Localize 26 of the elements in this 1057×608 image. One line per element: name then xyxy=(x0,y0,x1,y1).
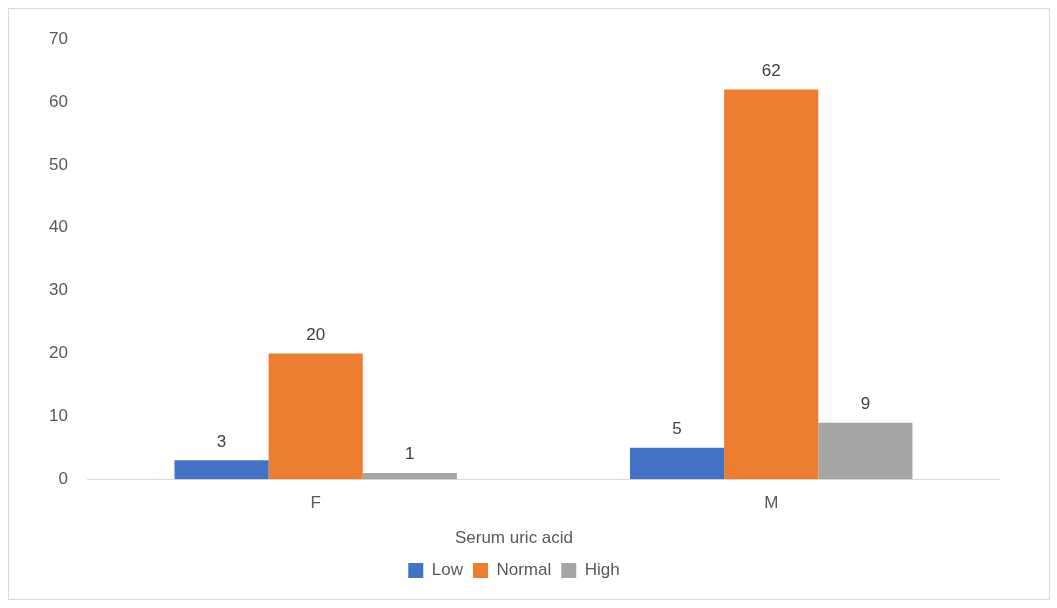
data-label: 1 xyxy=(405,444,415,464)
y-tick-label: 0 xyxy=(58,468,68,488)
data-label: 20 xyxy=(306,324,326,344)
y-tick-label: 40 xyxy=(48,217,68,237)
y-tick-label: 20 xyxy=(48,343,68,363)
bar xyxy=(268,353,363,480)
legend-label: Low xyxy=(431,560,464,580)
bar xyxy=(362,472,457,480)
y-tick-label: 60 xyxy=(48,91,68,111)
y-tick-label: 30 xyxy=(48,280,68,300)
bar xyxy=(724,89,819,480)
bar xyxy=(630,447,725,480)
x-tick-label: F xyxy=(310,493,321,513)
legend-label: Normal xyxy=(496,560,552,580)
legend-label: High xyxy=(584,560,620,580)
data-label: 3 xyxy=(216,431,227,451)
y-tick-label: 50 xyxy=(48,154,68,174)
x-tick-label: M xyxy=(764,493,779,513)
data-label: 9 xyxy=(860,393,871,413)
bar xyxy=(174,460,269,480)
y-tick-label: 10 xyxy=(48,406,68,426)
bar xyxy=(818,422,913,480)
data-label: 5 xyxy=(672,418,682,438)
y-tick-label: 70 xyxy=(48,28,68,48)
legend-title: Serum uric acid xyxy=(454,527,574,547)
data-label: 62 xyxy=(761,60,781,80)
